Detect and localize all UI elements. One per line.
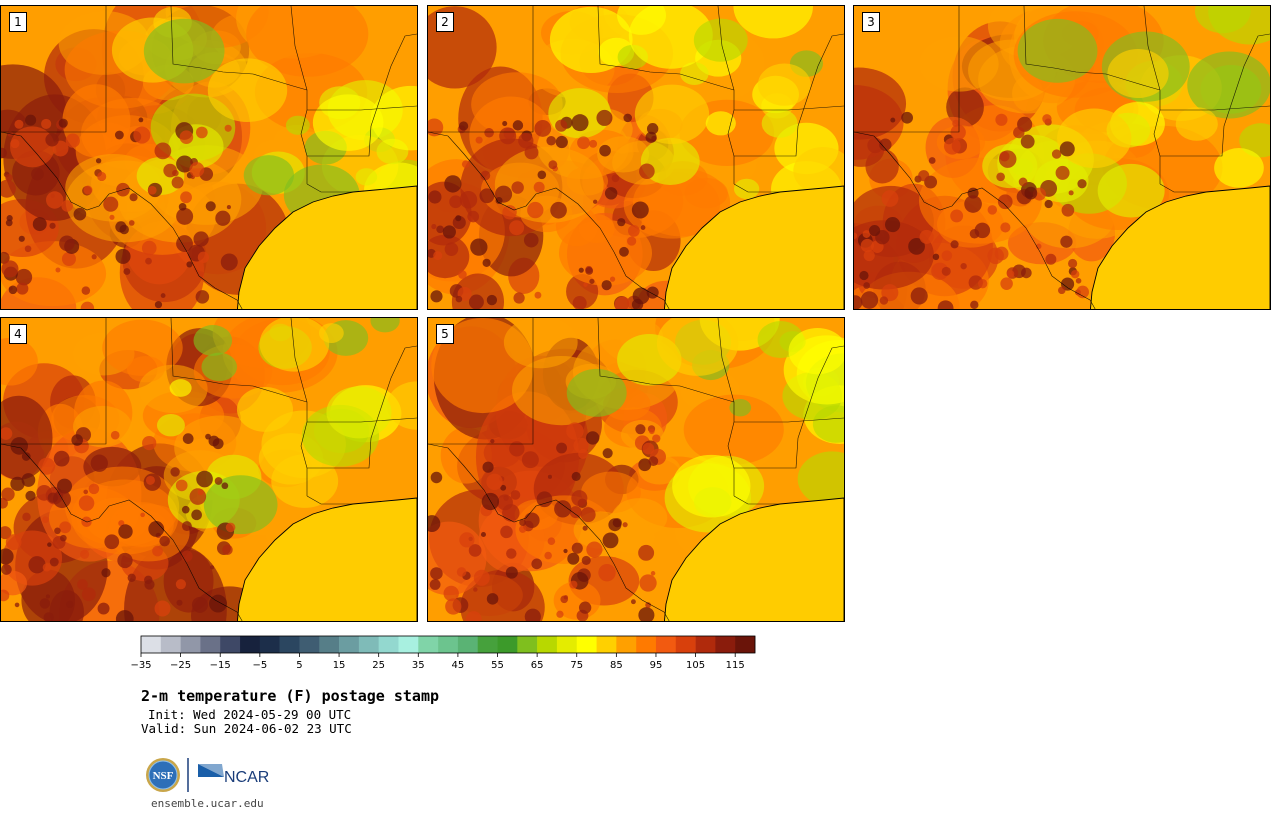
temperature-map-5	[428, 318, 844, 621]
colorbar-tick-label: 15	[333, 660, 346, 671]
colorbar-swatch	[240, 636, 261, 653]
colorbar-swatch	[438, 636, 459, 653]
colorbar-tick-label: −35	[130, 660, 151, 671]
ncar-logo-text: NCAR	[224, 769, 269, 786]
nsf-logo: NSF	[146, 758, 180, 792]
colorbar-swatch	[655, 636, 677, 653]
colorbar-swatch	[141, 636, 162, 653]
temperature-map-4	[1, 318, 417, 621]
colorbar-tick-label: −5	[252, 660, 267, 671]
colorbar-tick-label: 35	[412, 660, 425, 671]
colorbar-tick-label: 45	[452, 660, 465, 671]
colorbar-swatch	[675, 636, 696, 653]
colorbar-swatch	[695, 636, 716, 653]
ncar-logo: NCAR	[198, 764, 269, 786]
colorbar-swatch	[517, 636, 538, 653]
colorbar-tick-label: 25	[372, 660, 385, 671]
colorbar-swatch	[378, 636, 399, 653]
colorbar-swatch	[457, 636, 479, 653]
colorbar-tick-label: 5	[296, 660, 302, 671]
colorbar-swatch	[715, 636, 736, 653]
colorbar-swatch	[259, 636, 280, 653]
colorbar-swatch	[596, 636, 617, 653]
panel-label-2: 2	[436, 12, 454, 32]
colorbar-tick-label: 85	[610, 660, 623, 671]
panel-label-3: 3	[862, 12, 880, 32]
nsf-logo-text: NSF	[153, 770, 174, 782]
colorbar-swatch	[358, 636, 379, 653]
colorbar-swatch	[576, 636, 597, 653]
colorbar-tick-label: 55	[491, 660, 504, 671]
colorbar-tick-label: −15	[210, 660, 231, 671]
colorbar-tick-label: −25	[170, 660, 191, 671]
colorbar: −35 −25 −15 −5 5 15 25 35 45 55 65 75 85 95 105 115	[130, 635, 756, 671]
colorbar-swatch	[735, 636, 756, 653]
map-panel-1: 1	[0, 5, 418, 310]
valid-time: Valid: Sun 2024-06-02 23 UTC	[141, 721, 352, 736]
colorbar-swatch	[160, 636, 181, 653]
colorbar-tick-label: 65	[531, 660, 544, 671]
website-url: ensemble.ucar.edu	[151, 797, 264, 810]
colorbar-tick-label: 75	[570, 660, 583, 671]
map-panel-4: 4	[0, 317, 418, 622]
map-panel-5: 5	[427, 317, 845, 622]
colorbar-swatch	[636, 636, 657, 653]
colorbar-swatch	[299, 636, 320, 653]
chart-title: 2-m temperature (F) postage stamp	[141, 687, 440, 705]
colorbar-tick-label: 105	[686, 660, 705, 671]
colorbar-tick-label: 115	[726, 660, 745, 671]
colorbar-swatch	[339, 636, 360, 653]
colorbar-swatch	[200, 636, 221, 653]
colorbar-swatch	[616, 636, 637, 653]
colorbar-swatch	[537, 636, 558, 653]
nsf-ncar-logo: NSF NCAR	[146, 758, 269, 792]
panel-label-1: 1	[9, 12, 27, 32]
colorbar-swatch	[319, 636, 340, 653]
map-panel-3: 3	[853, 5, 1271, 310]
colorbar-swatch	[418, 636, 439, 653]
colorbar-swatch	[279, 636, 300, 653]
panel-label-5: 5	[436, 324, 454, 344]
colorbar-swatch	[180, 636, 201, 653]
temperature-map-1	[1, 6, 417, 309]
colorbar-swatch	[497, 636, 518, 653]
colorbar-swatch	[556, 636, 578, 653]
init-time: Init: Wed 2024-05-29 00 UTC	[148, 707, 352, 722]
colorbar-swatch	[220, 636, 241, 653]
panel-label-4: 4	[9, 324, 27, 344]
colorbar-swatch	[477, 636, 498, 653]
temperature-map-2	[428, 6, 844, 309]
temperature-map-3	[854, 6, 1270, 309]
colorbar-tick-label: 95	[650, 660, 663, 671]
map-panel-2: 2	[427, 5, 845, 310]
colorbar-swatch	[398, 636, 419, 653]
